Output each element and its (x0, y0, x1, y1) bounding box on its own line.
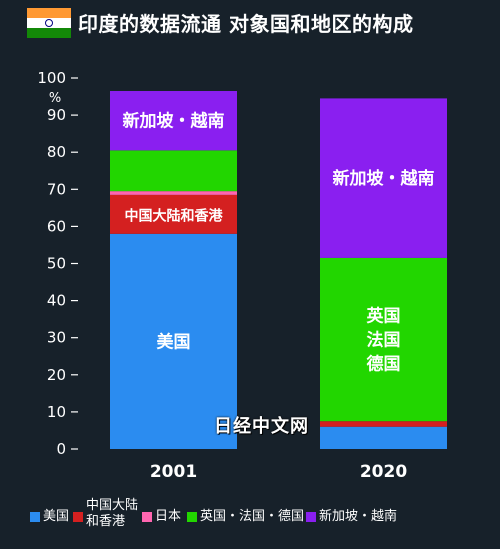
legend-item-europe: 英国・法国・德国 (187, 498, 304, 525)
y-tick-label: 100 (37, 69, 66, 87)
y-tick-label: 50 (47, 255, 66, 273)
y-tick-label: 20 (47, 366, 66, 384)
bar-segment-europe-2020 (320, 257, 447, 422)
legend-label-usa: 美国 (43, 509, 70, 524)
bar-segment-europe-2001 (110, 150, 237, 192)
segment-label-china-2001: 中国大陆和香港 (125, 207, 224, 224)
y-tick-label: 70 (47, 180, 66, 198)
chart-title: 印度的数据流通 对象国和地区的构成 (78, 12, 414, 36)
bar-segment-china-2001 (110, 194, 237, 234)
bar-segment-usa-2020 (320, 426, 447, 449)
x-category-label: 2020 (360, 462, 407, 482)
legend-label-china: 中国大陆 和香港 (86, 498, 139, 529)
y-tick-label: 40 (47, 292, 66, 310)
segment-label-usa-2001: 美国 (157, 331, 191, 352)
legend-item-japan: 日本 (142, 498, 181, 525)
segment-label-sea-2001: 新加坡・越南 (123, 111, 225, 132)
legend-label-japan: 日本 (155, 509, 182, 524)
y-tick-label: 60 (47, 217, 66, 235)
legend-item-china: 中国大陆 和香港 (73, 498, 138, 530)
legend-swatch-sea (306, 512, 316, 522)
y-unit-label: % (49, 91, 61, 106)
bar-segment-usa-2001 (110, 233, 237, 449)
bar-segment-sea-2020 (320, 98, 447, 258)
watermark: 日经中文网 (214, 416, 309, 437)
y-tick-label: 0 (56, 440, 66, 458)
legend-swatch-usa (30, 512, 40, 522)
legend-swatch-europe (187, 512, 197, 522)
legend-label-sea: 新加坡・越南 (319, 509, 398, 524)
y-tick-label: 90 (47, 106, 66, 124)
chart-header: 印度的数据流通 对象国和地区的构成 (0, 0, 500, 40)
bar-segment-china-2020 (320, 421, 447, 427)
bar-segment-sea-2001 (110, 90, 237, 151)
india-flag-icon (27, 8, 71, 38)
legend-label-europe: 英国・法国・德国 (200, 509, 305, 524)
segment-label-sea-2020: 新加坡・越南 (333, 168, 435, 189)
legend-item-sea: 新加坡・越南 (306, 498, 397, 525)
legend: 美国 中国大陆 和香港 日本 英国・法国・德国 新加坡・越南 (30, 498, 490, 538)
y-tick-label: 30 (47, 329, 66, 347)
legend-swatch-japan (142, 512, 152, 522)
y-tick-label: 10 (47, 403, 66, 421)
x-category-label: 2001 (150, 462, 197, 482)
y-tick-label: 80 (47, 143, 66, 161)
bar-segment-japan-2001 (110, 191, 237, 195)
legend-item-usa: 美国 (30, 498, 69, 525)
segment-label-europe-2020: 英国法国德国 (367, 306, 401, 375)
legend-swatch-china (73, 512, 83, 522)
